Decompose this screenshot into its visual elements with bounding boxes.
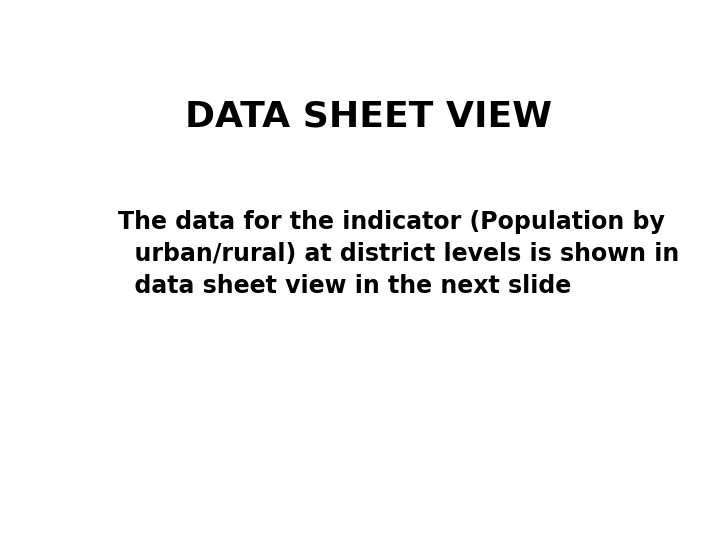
- Text: The data for the indicator (Population by
  urban/rural) at district levels is s: The data for the indicator (Population b…: [118, 210, 679, 298]
- Text: DATA SHEET VIEW: DATA SHEET VIEW: [186, 100, 552, 134]
